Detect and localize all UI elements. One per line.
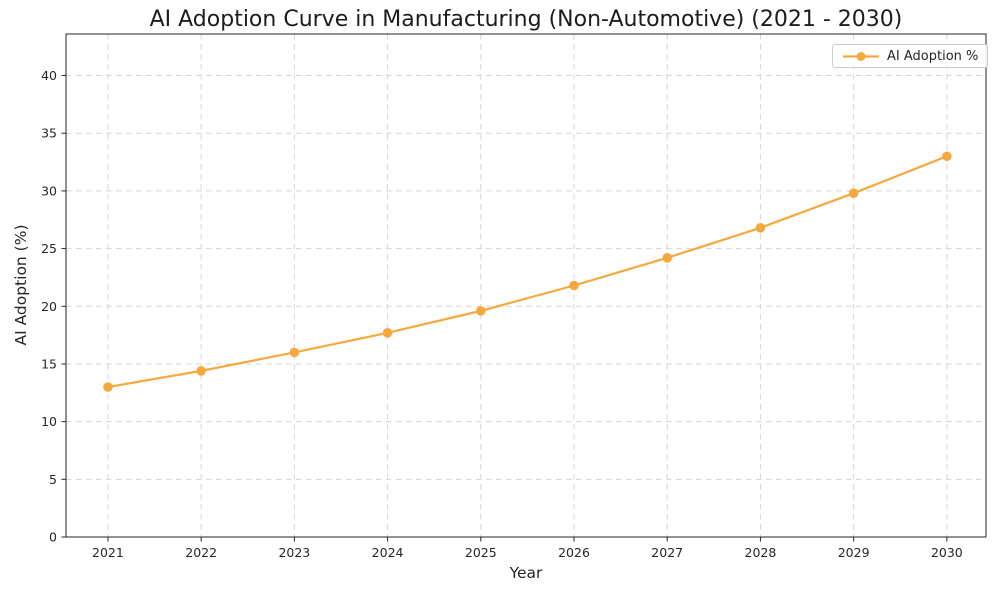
x-axis-label: Year [509,564,543,582]
svg-text:15: 15 [41,356,57,371]
svg-text:2025: 2025 [465,545,497,560]
legend: AI Adoption % [832,44,989,68]
svg-text:35: 35 [41,126,57,141]
svg-text:0: 0 [49,530,57,545]
svg-text:2024: 2024 [372,545,404,560]
svg-text:20: 20 [41,299,57,314]
svg-text:2028: 2028 [745,545,777,560]
svg-text:30: 30 [41,183,57,198]
legend-line-marker-icon [843,51,879,61]
svg-text:2022: 2022 [185,545,217,560]
y-axis-label: AI Adoption (%) [12,224,30,346]
svg-text:2027: 2027 [651,545,683,560]
svg-text:2029: 2029 [838,545,870,560]
svg-text:2021: 2021 [92,545,124,560]
svg-text:2026: 2026 [558,545,590,560]
svg-text:40: 40 [41,68,57,83]
svg-text:10: 10 [41,414,57,429]
svg-text:2030: 2030 [931,545,963,560]
legend-label: AI Adoption % [887,48,979,64]
chart-title: AI Adoption Curve in Manufacturing (Non-… [149,7,903,32]
svg-text:2023: 2023 [278,545,310,560]
svg-text:25: 25 [41,241,57,256]
svg-text:5: 5 [49,472,57,487]
